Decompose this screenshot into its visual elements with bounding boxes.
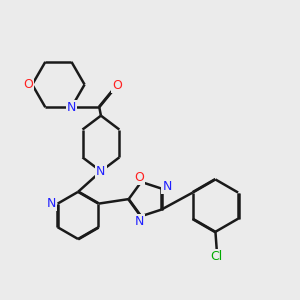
Text: O: O bbox=[23, 78, 33, 91]
Text: O: O bbox=[135, 171, 145, 184]
Text: N: N bbox=[135, 214, 144, 228]
Text: Cl: Cl bbox=[211, 250, 223, 263]
Text: N: N bbox=[67, 101, 76, 114]
Text: N: N bbox=[96, 165, 106, 178]
Text: N: N bbox=[47, 197, 56, 210]
Text: O: O bbox=[112, 80, 122, 92]
Text: N: N bbox=[163, 180, 172, 194]
